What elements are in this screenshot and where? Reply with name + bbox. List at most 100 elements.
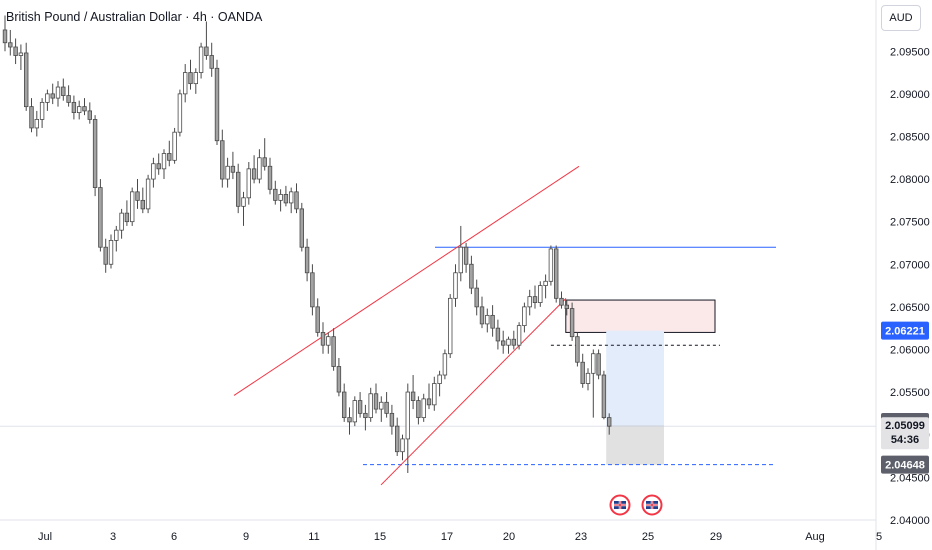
candle-body xyxy=(156,163,161,170)
candle-body xyxy=(347,417,352,423)
position-target-zone[interactable] xyxy=(606,330,664,427)
candle-body xyxy=(310,272,315,308)
candle-body xyxy=(251,168,257,180)
candle-body xyxy=(500,340,506,346)
candle-body xyxy=(124,212,130,223)
candle-body xyxy=(246,168,251,199)
candle-body xyxy=(490,314,495,329)
candle-body xyxy=(145,178,151,210)
candle-body xyxy=(23,52,29,108)
candle-body xyxy=(193,72,198,85)
candle-body xyxy=(320,332,326,346)
candle-body xyxy=(336,366,342,393)
candle-body xyxy=(50,93,55,99)
candle-body xyxy=(177,93,183,133)
candle-body xyxy=(77,106,82,114)
symbol-title: British Pound / Australian Dollar · 4h ·… xyxy=(6,10,263,24)
upper-trendline[interactable] xyxy=(233,165,580,396)
candle-body xyxy=(299,208,304,248)
candle-body xyxy=(569,308,575,338)
candle-body xyxy=(432,383,437,406)
y-tick-label: 2.07000 xyxy=(890,259,930,271)
candle-body xyxy=(225,165,230,180)
candle-body xyxy=(188,72,193,85)
candle-body xyxy=(220,140,225,180)
candle-body xyxy=(591,353,596,374)
candle-body xyxy=(167,153,172,161)
candle-body xyxy=(479,306,485,325)
candle-body xyxy=(230,165,236,173)
candle-body xyxy=(13,46,18,56)
candle-body xyxy=(580,361,585,384)
candle-body xyxy=(416,400,421,419)
candle-body xyxy=(98,187,103,248)
candle-body xyxy=(400,438,405,453)
candle-body xyxy=(405,391,410,440)
candle-body xyxy=(8,42,13,48)
position-stop-zone[interactable] xyxy=(606,426,664,465)
candle-body xyxy=(151,163,156,180)
x-tick-label: 25 xyxy=(642,531,654,543)
candle-body xyxy=(522,306,527,327)
candle-body xyxy=(352,400,357,423)
candle-body xyxy=(283,193,289,204)
candle-body xyxy=(108,240,114,265)
candle-body xyxy=(92,119,98,188)
candle-body xyxy=(66,95,71,103)
candle-body xyxy=(447,297,453,355)
candle-body xyxy=(71,101,77,114)
candle-body xyxy=(458,246,463,274)
alert-price-tag-bg xyxy=(881,321,929,340)
y-tick-label: 2.06500 xyxy=(890,302,930,314)
x-tick-label: 17 xyxy=(441,531,453,543)
candle-body xyxy=(315,306,320,333)
candle-body xyxy=(463,246,469,265)
y-tick-label: 2.04500 xyxy=(890,472,930,484)
candle-body xyxy=(474,287,479,308)
candle-body xyxy=(103,246,108,265)
candle-body xyxy=(554,248,559,299)
x-tick-label: Aug xyxy=(805,531,825,543)
x-tick-label: Jul xyxy=(38,531,52,543)
candle-body xyxy=(585,372,591,384)
last-price-tag: 2.05099 xyxy=(885,420,925,432)
x-tick-label: 29 xyxy=(710,531,722,543)
candle-body xyxy=(384,401,389,414)
candle-body xyxy=(273,188,278,201)
candle-body xyxy=(596,353,601,376)
alert-price-tag: 2.06221 xyxy=(885,326,925,338)
candle-body xyxy=(241,197,246,207)
last-price-tag-bg xyxy=(881,417,929,450)
candle-body xyxy=(39,101,45,120)
candle-body xyxy=(575,336,580,363)
supply-zone[interactable] xyxy=(565,299,716,333)
y-tick-label: 2.05500 xyxy=(890,387,930,399)
candle-body xyxy=(34,119,39,129)
candle-body xyxy=(326,336,331,346)
candle-body xyxy=(82,106,87,112)
candle-body xyxy=(368,393,373,419)
candle-body xyxy=(469,263,474,289)
candle-body xyxy=(61,86,66,96)
target-price-tag-bg xyxy=(881,455,929,474)
candle-body xyxy=(426,398,432,406)
candle-body xyxy=(294,191,299,210)
candle-body xyxy=(257,157,262,180)
candle-body xyxy=(119,212,124,231)
candle-body xyxy=(235,171,241,207)
lower-trendline[interactable] xyxy=(380,297,567,486)
candle-body xyxy=(410,391,416,401)
candle-body xyxy=(389,412,395,427)
candle-body xyxy=(214,67,220,142)
candle-body xyxy=(129,191,135,223)
candle-body xyxy=(601,374,607,419)
candle-body xyxy=(532,296,538,303)
candle-body xyxy=(304,246,310,274)
candle-body xyxy=(495,327,501,342)
candle-body xyxy=(437,374,442,384)
candle-body xyxy=(209,55,214,69)
candle-body xyxy=(262,157,267,167)
currency-button[interactable]: AUD xyxy=(881,5,921,31)
